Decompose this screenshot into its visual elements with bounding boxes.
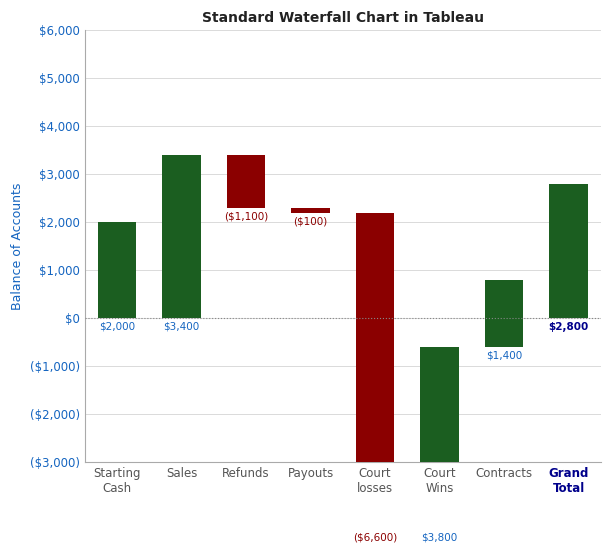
Text: $1,400: $1,400 — [486, 351, 522, 361]
Bar — [485, 280, 523, 347]
Text: ($100): ($100) — [293, 216, 327, 226]
Bar — [291, 208, 330, 212]
Bar — [97, 222, 136, 318]
Bar — [162, 155, 201, 318]
Bar — [420, 347, 459, 529]
Title: Standard Waterfall Chart in Tableau: Standard Waterfall Chart in Tableau — [202, 11, 483, 25]
Text: ($6,600): ($6,600) — [353, 533, 397, 543]
Bar — [549, 184, 588, 318]
Y-axis label: Balance of Accounts: Balance of Accounts — [11, 182, 24, 310]
Text: $2,000: $2,000 — [99, 322, 135, 332]
Bar — [226, 155, 266, 208]
Text: $3,800: $3,800 — [422, 533, 458, 543]
Bar — [356, 212, 394, 529]
Text: $3,400: $3,400 — [163, 322, 200, 332]
Text: $2,800: $2,800 — [548, 322, 589, 332]
Text: ($1,100): ($1,100) — [224, 212, 268, 222]
